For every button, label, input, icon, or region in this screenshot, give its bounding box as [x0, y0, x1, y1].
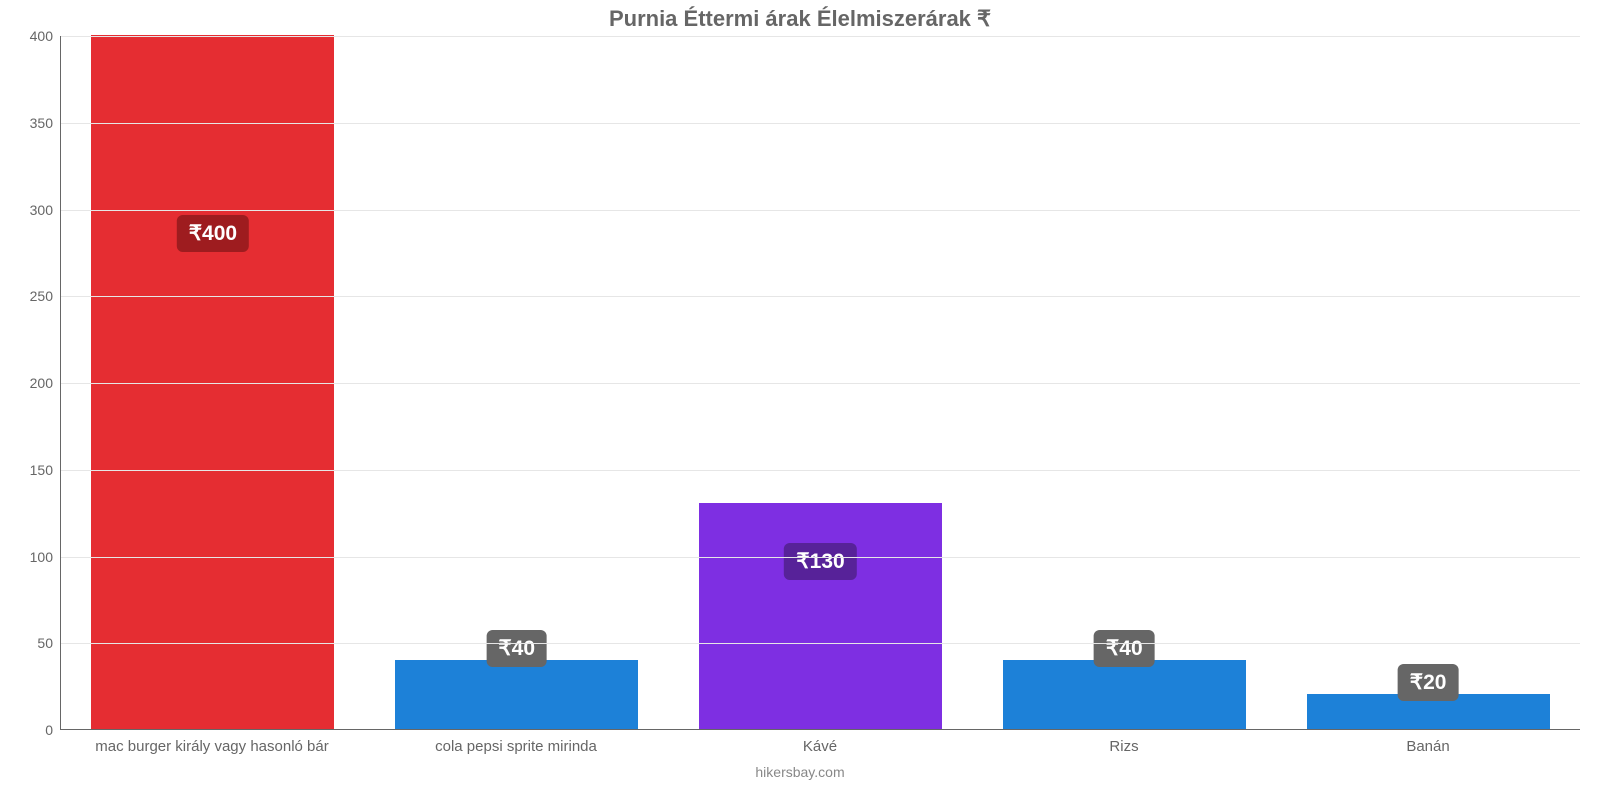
grid-line: [61, 383, 1580, 384]
x-category-label: Banán: [1276, 738, 1580, 755]
bar-value-label: ₹400: [177, 215, 249, 252]
y-tick-label: 250: [30, 288, 61, 304]
attribution-label: hikersbay.com: [0, 764, 1600, 780]
bar: ₹40: [395, 660, 638, 729]
y-tick-label: 350: [30, 115, 61, 131]
bar-value-label: ₹40: [486, 630, 547, 667]
bar-value-label: ₹130: [784, 543, 856, 580]
grid-line: [61, 36, 1580, 37]
price-bar-chart: Purnia Éttermi árak Élelmiszerárak ₹ ₹40…: [0, 0, 1600, 800]
y-tick-label: 400: [30, 28, 61, 44]
bar: ₹130: [699, 503, 942, 729]
bar: ₹40: [1003, 660, 1246, 729]
bar: ₹400: [91, 35, 334, 729]
grid-line: [61, 296, 1580, 297]
y-tick-label: 150: [30, 462, 61, 478]
x-category-label: cola pepsi sprite mirinda: [364, 738, 668, 755]
x-category-label: Rizs: [972, 738, 1276, 755]
bar-value-label: ₹40: [1094, 630, 1155, 667]
y-tick-label: 100: [30, 549, 61, 565]
grid-line: [61, 470, 1580, 471]
grid-line: [61, 210, 1580, 211]
bar-value-label: ₹20: [1398, 664, 1459, 701]
bar: ₹20: [1307, 694, 1550, 729]
x-axis-labels: mac burger király vagy hasonló bárcola p…: [60, 738, 1580, 755]
grid-line: [61, 123, 1580, 124]
plot-area: ₹400₹40₹130₹40₹20 0501001502002503003504…: [60, 36, 1580, 730]
y-tick-label: 0: [45, 722, 61, 738]
grid-line: [61, 643, 1580, 644]
chart-title: Purnia Éttermi árak Élelmiszerárak ₹: [0, 6, 1600, 32]
x-category-label: Kávé: [668, 738, 972, 755]
grid-line: [61, 557, 1580, 558]
y-tick-label: 300: [30, 202, 61, 218]
x-category-label: mac burger király vagy hasonló bár: [60, 738, 364, 755]
y-tick-label: 200: [30, 375, 61, 391]
y-tick-label: 50: [37, 635, 61, 651]
